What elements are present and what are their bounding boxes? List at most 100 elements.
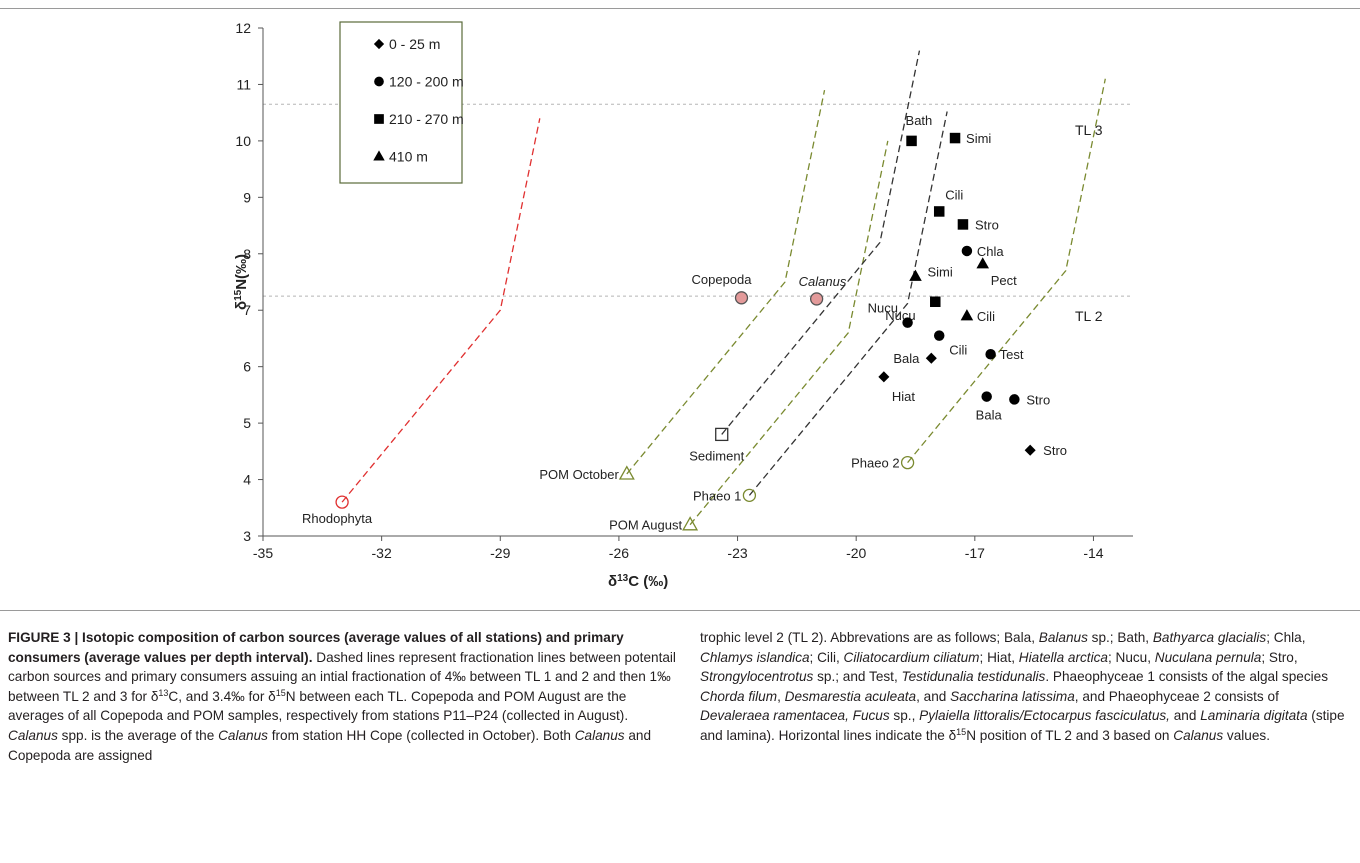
y-tick-label: 11 bbox=[236, 76, 251, 92]
caption-run: Testidunalia testidunalis bbox=[901, 669, 1046, 685]
x-tick-label: -20 bbox=[846, 545, 866, 561]
consumer-marker bbox=[957, 219, 969, 230]
legend-label: 120 - 200 m bbox=[389, 74, 464, 90]
source-marker bbox=[715, 427, 729, 442]
source-marker bbox=[742, 488, 757, 503]
source-marker bbox=[809, 292, 824, 306]
legend-label: 210 - 270 m bbox=[389, 111, 464, 127]
consumer-label: Bala bbox=[976, 408, 1003, 423]
y-tick-label: 12 bbox=[235, 20, 251, 36]
caption-run: , and Phaeophyceae 2 consists of bbox=[1074, 688, 1279, 704]
caption-run: 15 bbox=[956, 726, 967, 737]
consumer-marker bbox=[1024, 444, 1036, 456]
source-label: Phaeo 1 bbox=[693, 488, 741, 503]
y-tick-label: 4 bbox=[243, 472, 251, 488]
y-axis-title-group: δ15N(‰) bbox=[233, 254, 251, 310]
figure-caption-right: trophic level 2 (TL 2). Abbrevations are… bbox=[700, 628, 1352, 746]
chart-bottom-rule bbox=[0, 610, 1360, 611]
caption-run: ; Cili, bbox=[809, 649, 844, 665]
consumer-marker bbox=[902, 317, 913, 328]
tl3-label: TL 3 bbox=[1075, 122, 1103, 138]
source-label: Copepoda bbox=[692, 272, 753, 287]
consumer-label: Hiat bbox=[892, 389, 916, 404]
figure-caption-left: FIGURE 3 | Isotopic composition of carbo… bbox=[8, 628, 676, 765]
caption-run: C, and 3.4‰ for δ bbox=[168, 688, 276, 704]
consumer-marker bbox=[909, 269, 922, 281]
consumer-marker bbox=[930, 296, 941, 308]
consumer-label: Simi bbox=[928, 264, 953, 279]
y-tick-label: 3 bbox=[243, 528, 251, 544]
caption-run: 13 bbox=[158, 687, 169, 698]
caption-run: from station HH Cope (collected in Octob… bbox=[267, 727, 575, 743]
source-marker bbox=[734, 291, 749, 305]
legend-box bbox=[339, 21, 463, 184]
consumer-marker bbox=[976, 257, 990, 269]
caption-run: sp.; Bath, bbox=[1087, 630, 1153, 645]
caption-run: N between each TL. Copepoda and POM Augu… bbox=[8, 688, 629, 724]
x-tick-label: -32 bbox=[372, 545, 392, 561]
source-label: Phaeo 2 bbox=[851, 456, 899, 471]
source-label: Rhodophyta bbox=[302, 511, 373, 526]
legend-marker bbox=[374, 114, 384, 124]
caption-run: (stipe and lamina). Horizontal lines ind… bbox=[700, 708, 1345, 743]
y-tick-label: 10 bbox=[235, 133, 251, 149]
consumer-marker bbox=[949, 132, 961, 144]
fractionation-line bbox=[626, 89, 826, 475]
consumer-marker bbox=[981, 391, 992, 402]
caption-run: sp., bbox=[889, 708, 920, 724]
consumer-label: Nucu bbox=[868, 301, 898, 316]
y-axis-title: δ15N(‰) bbox=[233, 254, 251, 310]
tl2-label: TL 2 bbox=[1075, 308, 1103, 324]
legend bbox=[339, 21, 463, 184]
x-tick-label: -14 bbox=[1083, 545, 1103, 561]
caption-run: Balanus bbox=[1038, 630, 1088, 645]
consumer-marker bbox=[933, 206, 945, 217]
source-label: POM August bbox=[609, 518, 682, 533]
consumer-label: Stro bbox=[1043, 443, 1067, 458]
consumer-label: Bala bbox=[893, 351, 920, 366]
caption-run: Ciliatocardium ciliatum bbox=[843, 649, 980, 665]
consumer-label: Chla bbox=[977, 244, 1005, 259]
consumer-label: Simi bbox=[966, 131, 991, 146]
caption-run: Desmarestia aculeata bbox=[784, 688, 917, 704]
caption-run: Hiatella arctica bbox=[1018, 649, 1108, 665]
caption-run: Nuculana pernula bbox=[1154, 649, 1262, 665]
consumer-marker bbox=[925, 352, 937, 364]
caption-run: Chlamys islandica bbox=[700, 649, 810, 665]
caption-run: 15 bbox=[275, 687, 286, 698]
caption-run: values. bbox=[1223, 727, 1270, 743]
legend-marker bbox=[373, 150, 385, 161]
caption-run: Calanus bbox=[574, 727, 625, 743]
source-marker bbox=[335, 495, 349, 509]
x-tick-label: -35 bbox=[253, 545, 273, 561]
chart: TL 3 TL 2 3 4 5 6 7 8 9 10 11 12 -35 -32 -29 -26 -23 -20 -… bbox=[0, 8, 1360, 611]
x-axis-title: δ13C (‰) bbox=[608, 573, 668, 591]
source-label: Calanus bbox=[799, 274, 847, 289]
x-tick-label: -26 bbox=[609, 545, 629, 561]
fractionation-line bbox=[689, 140, 889, 526]
fractionation-line bbox=[748, 111, 948, 496]
source-marker bbox=[618, 465, 635, 480]
legend-marker bbox=[374, 76, 384, 87]
caption-run: Laminaria digitata bbox=[1200, 708, 1308, 724]
consumer-marker bbox=[906, 135, 917, 147]
legend-marker bbox=[373, 38, 385, 50]
caption-run: Strongylocentrotus bbox=[700, 669, 814, 685]
source-marker bbox=[682, 516, 699, 531]
y-tick-label: 6 bbox=[243, 359, 251, 375]
fractionation-line bbox=[721, 50, 921, 435]
caption-run: Pylaiella littoralis/Ectocarpus fascicul… bbox=[919, 708, 1170, 724]
caption-run: Calanus bbox=[8, 727, 58, 743]
y-tick-label: 9 bbox=[243, 189, 251, 205]
y-tick-label: 5 bbox=[243, 415, 251, 431]
isotope-scatter-chart: TL 3 TL 2 3 4 5 6 7 8 9 10 11 12 -35 -32 -29 -26 -23 -20 -… bbox=[233, 20, 1133, 591]
caption-run: Saccharina latissima bbox=[950, 688, 1075, 704]
caption-run: Devaleraea ramentacea, Fucus bbox=[700, 708, 890, 724]
x-tick-label: -17 bbox=[965, 545, 985, 561]
caption-run: trophic level 2 (TL 2). Abbrevations are… bbox=[700, 630, 1039, 645]
x-tick-label: -23 bbox=[727, 545, 747, 561]
caption-run: spp. is the average of the bbox=[57, 727, 219, 743]
caption-run: N position of TL 2 and 3 based on bbox=[966, 727, 1174, 743]
consumer-marker bbox=[878, 371, 890, 383]
legend-label: 410 m bbox=[389, 149, 428, 165]
